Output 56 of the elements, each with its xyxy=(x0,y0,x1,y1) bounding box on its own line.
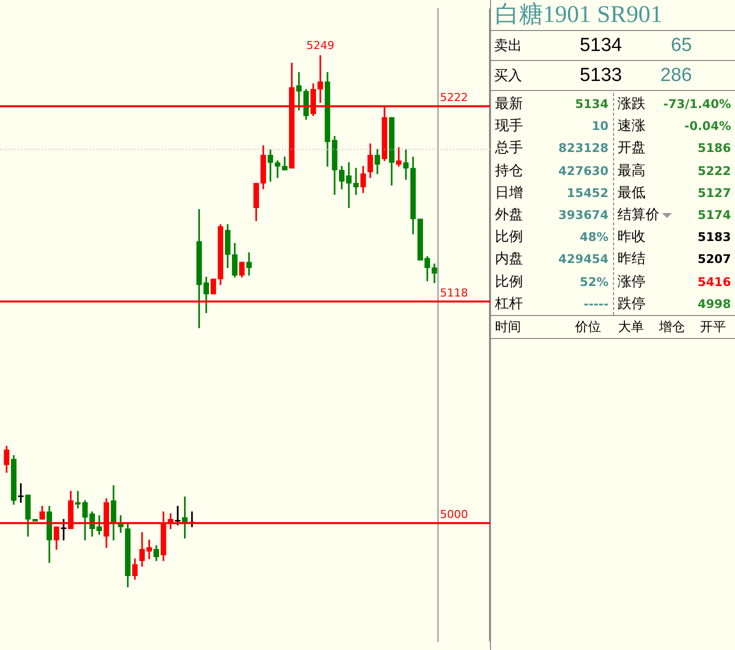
text: 结算价 xyxy=(618,206,660,223)
text: 823128 xyxy=(558,141,608,156)
text: 5207 xyxy=(698,252,731,266)
text: 65 xyxy=(670,34,692,56)
text: 52% xyxy=(580,274,608,288)
text: 外盘 xyxy=(495,206,523,225)
text: 昨收 xyxy=(618,229,646,246)
text: 增仓 xyxy=(658,318,686,337)
text: 5416 xyxy=(698,274,731,288)
text: 买入 xyxy=(493,66,523,84)
text: 时间 xyxy=(494,318,522,337)
text: 5134 xyxy=(578,34,622,56)
text: 286 xyxy=(659,64,692,86)
text: 5134 xyxy=(575,97,608,111)
text: 5174 xyxy=(698,208,731,222)
text: -0.04% xyxy=(684,119,731,134)
text: 大单 xyxy=(616,318,645,337)
text: 内盘 xyxy=(495,250,523,270)
text: 最新 xyxy=(495,95,523,114)
text: 5222 xyxy=(698,164,731,178)
y-tick-label: 5118 xyxy=(440,286,468,300)
text: 10 xyxy=(592,119,608,134)
text: 5186 xyxy=(698,141,731,156)
text: 开平 xyxy=(698,318,727,337)
text: -73/1.40% xyxy=(663,97,731,111)
text: 429454 xyxy=(558,252,608,266)
y-tick-label: 5000 xyxy=(440,508,468,521)
text: 15452 xyxy=(566,186,608,200)
text: 跌停 xyxy=(618,296,646,312)
text: 最低 xyxy=(618,184,646,201)
text: 4998 xyxy=(698,296,731,311)
text: 价位 xyxy=(574,318,602,337)
text: 持仓 xyxy=(495,162,523,181)
text: 现手 xyxy=(495,117,523,136)
text: 5133 xyxy=(578,64,622,86)
text: 涨停 xyxy=(618,274,646,290)
text: 48% xyxy=(580,230,608,244)
text: 白糖1901 SR901 xyxy=(491,0,735,31)
text: 昨结 xyxy=(618,251,646,268)
text: 速涨 xyxy=(618,118,646,134)
text: 卖出 xyxy=(493,36,523,54)
text: 总手 xyxy=(495,139,523,158)
text: 比例 xyxy=(495,272,523,292)
text: 日增 xyxy=(495,184,523,203)
text: 393674 xyxy=(558,208,608,222)
text: 5183 xyxy=(698,230,731,244)
annotation: 5249 xyxy=(306,38,334,52)
text: 杠杆 xyxy=(495,294,523,314)
text: 涨跌 xyxy=(618,96,646,112)
text: 5127 xyxy=(698,186,731,200)
text: 开盘 xyxy=(618,140,646,156)
y-tick-label: 5222 xyxy=(440,91,468,104)
text: 427630 xyxy=(558,164,608,178)
text: 比例 xyxy=(495,228,523,248)
text: ----- xyxy=(584,296,608,311)
text: 最高 xyxy=(618,162,646,179)
